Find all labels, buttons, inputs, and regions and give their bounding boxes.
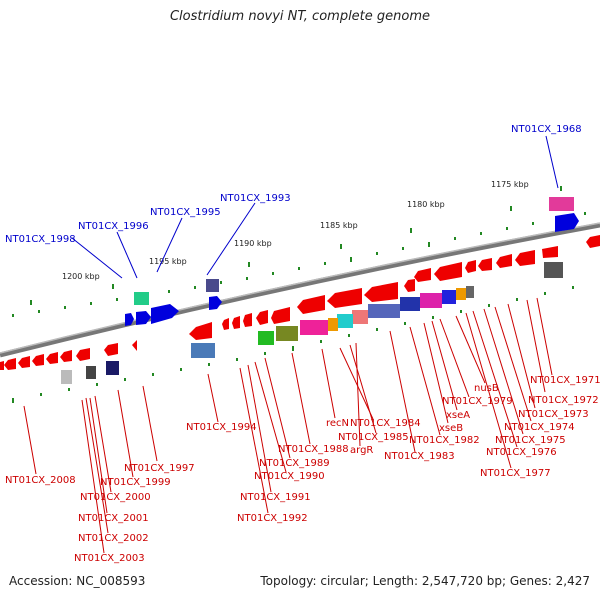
- map-title: Clostridium novyi NT, complete genome: [169, 9, 431, 24]
- gene-label-nt01cx-2003[interactable]: NT01CX_2003: [74, 553, 145, 564]
- gene-label-nt01cx-2001[interactable]: NT01CX_2001: [78, 513, 149, 524]
- reverse-genes-colored: [61, 262, 563, 384]
- gene-steelblue: [191, 343, 215, 358]
- gene-label-nt01cx-1998[interactable]: NT01CX_1998: [5, 234, 76, 245]
- gene-label-xseb[interactable]: xseB: [439, 423, 463, 434]
- gene-label-nt01cx-1983[interactable]: NT01CX_1983: [384, 451, 455, 462]
- scale-label-1195: 1195 kbp: [149, 257, 187, 266]
- gene-lightgrey: [61, 370, 72, 384]
- gene-label-nt01cx-1994[interactable]: NT01CX_1994: [186, 422, 257, 433]
- forward-genes: [125, 197, 579, 326]
- gene-label-xsea[interactable]: xseA: [446, 410, 470, 421]
- gene-grey: [544, 262, 563, 278]
- gene-label-nt01cx-2000[interactable]: NT01CX_2000: [80, 492, 151, 503]
- gene-forward-arrow: [555, 213, 579, 232]
- gene-label-nt01cx-1988[interactable]: NT01CX_1988: [278, 444, 349, 455]
- gene-green: [258, 331, 274, 345]
- gene-label-nt01cx-1995[interactable]: NT01CX_1995: [150, 207, 221, 218]
- gene-forward-pink: [549, 197, 574, 211]
- gene-magenta: [420, 293, 442, 308]
- gene-label-nt01cx-1997[interactable]: NT01CX_1997: [124, 463, 195, 474]
- gene-label-nt01cx-1975[interactable]: NT01CX_1975: [495, 435, 566, 446]
- gene-orange: [456, 288, 466, 300]
- gene-label-nt01cx-1999[interactable]: NT01CX_1999: [100, 477, 171, 488]
- gene-label-nusb[interactable]: nusB: [474, 383, 499, 394]
- gene-label-nt01cx-1977[interactable]: NT01CX_1977: [480, 468, 551, 479]
- gene-cyan: [337, 314, 353, 328]
- genome-backbone: [0, 222, 600, 358]
- gene-label-nt01cx-1989[interactable]: NT01CX_1989: [259, 458, 330, 469]
- outer-tick-track: [12, 186, 586, 317]
- gene-label-nt01cx-1990[interactable]: NT01CX_1990: [254, 471, 325, 482]
- gene-label-nt01cx-1974[interactable]: NT01CX_1974: [504, 422, 575, 433]
- gene-label-nt01cx-1979[interactable]: NT01CX_1979: [442, 396, 513, 407]
- gene-forward-arrow: [125, 313, 134, 326]
- scale-label-1190: 1190 kbp: [234, 239, 272, 248]
- scale-label-1185: 1185 kbp: [320, 221, 358, 230]
- gene-orange: [328, 318, 338, 331]
- gene-slate: [368, 304, 400, 318]
- gene-navy: [106, 361, 119, 375]
- gene-forward-green: [134, 292, 149, 305]
- gene-grey: [466, 286, 474, 298]
- upper-callout-lines: [71, 135, 559, 279]
- gene-blue: [442, 290, 456, 304]
- gene-label-nt01cx-1985[interactable]: NT01CX_1985: [338, 432, 409, 443]
- gene-pink: [300, 320, 328, 335]
- gene-forward-arrow: [136, 311, 151, 325]
- gene-label-nt01cx-1993[interactable]: NT01CX_1993: [220, 193, 291, 204]
- genome-backbone-highlight: [0, 222, 600, 354]
- gene-label-recn[interactable]: recN: [326, 418, 349, 429]
- gene-darkblue: [400, 297, 420, 311]
- gene-label-nt01cx-1992[interactable]: NT01CX_1992: [237, 513, 308, 524]
- genome-summary: Topology: circular; Length: 2,547,720 bp…: [260, 574, 590, 588]
- scale-label-1175: 1175 kbp: [491, 180, 529, 189]
- accession-label: Accession: NC_008593: [9, 574, 146, 588]
- gene-label-argr[interactable]: argR: [350, 445, 373, 456]
- gene-label-nt01cx-2008[interactable]: NT01CX_2008: [5, 475, 76, 486]
- gene-forward-arrow: [209, 296, 222, 310]
- gene-forward-purple: [206, 279, 219, 292]
- gene-label-nt01cx-1996[interactable]: NT01CX_1996: [78, 221, 149, 232]
- gene-forward-arrow: [151, 304, 179, 324]
- reverse-genes-upper: [0, 235, 600, 370]
- gene-label-nt01cx-1968[interactable]: NT01CX_1968: [511, 124, 582, 135]
- scale-label-1200: 1200 kbp: [62, 272, 100, 281]
- inner-tick-track: [12, 286, 574, 403]
- gene-label-nt01cx-1973[interactable]: NT01CX_1973: [518, 409, 589, 420]
- gene-label-nt01cx-1991[interactable]: NT01CX_1991: [240, 492, 311, 503]
- gene-label-nt01cx-1976[interactable]: NT01CX_1976: [486, 447, 557, 458]
- gene-label-nt01cx-1972[interactable]: NT01CX_1972: [528, 395, 599, 406]
- gene-label-nt01cx-1982[interactable]: NT01CX_1982: [409, 435, 480, 446]
- gene-salmon: [352, 310, 368, 324]
- gene-olive: [276, 326, 298, 341]
- scale-label-1180: 1180 kbp: [407, 200, 445, 209]
- lower-callout-lines: [23, 297, 553, 554]
- gene-label-nt01cx-2002[interactable]: NT01CX_2002: [78, 533, 149, 544]
- gene-label-nt01cx-1971[interactable]: NT01CX_1971: [530, 375, 600, 386]
- gene-darkgrey: [86, 366, 96, 379]
- gene-label-nt01cx-1984[interactable]: NT01CX_1984: [350, 418, 421, 429]
